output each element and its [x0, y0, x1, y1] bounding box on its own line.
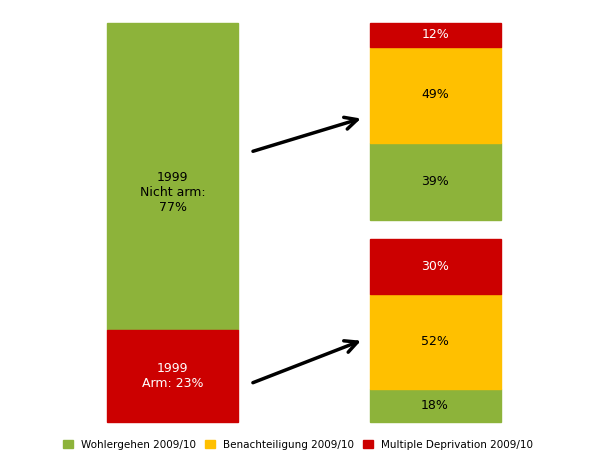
Text: 12%: 12% — [421, 28, 449, 41]
Bar — [370, 143, 501, 220]
Bar — [370, 239, 501, 294]
Text: 30%: 30% — [421, 260, 449, 273]
Text: 1999
Arm: 23%: 1999 Arm: 23% — [142, 362, 204, 390]
Text: 52%: 52% — [421, 335, 449, 348]
Bar — [370, 47, 501, 143]
Text: 1999
Nicht arm:
77%: 1999 Nicht arm: 77% — [140, 171, 206, 213]
Bar — [370, 389, 501, 422]
Legend: Wohlergehen 2009/10, Benachteiligung 2009/10, Multiple Deprivation 2009/10: Wohlergehen 2009/10, Benachteiligung 200… — [58, 436, 538, 454]
Text: 49%: 49% — [421, 89, 449, 101]
Bar — [370, 23, 501, 47]
Text: 39%: 39% — [421, 175, 449, 188]
Bar — [107, 23, 238, 330]
Bar — [370, 294, 501, 389]
Text: 18%: 18% — [421, 399, 449, 412]
Bar — [107, 330, 238, 422]
